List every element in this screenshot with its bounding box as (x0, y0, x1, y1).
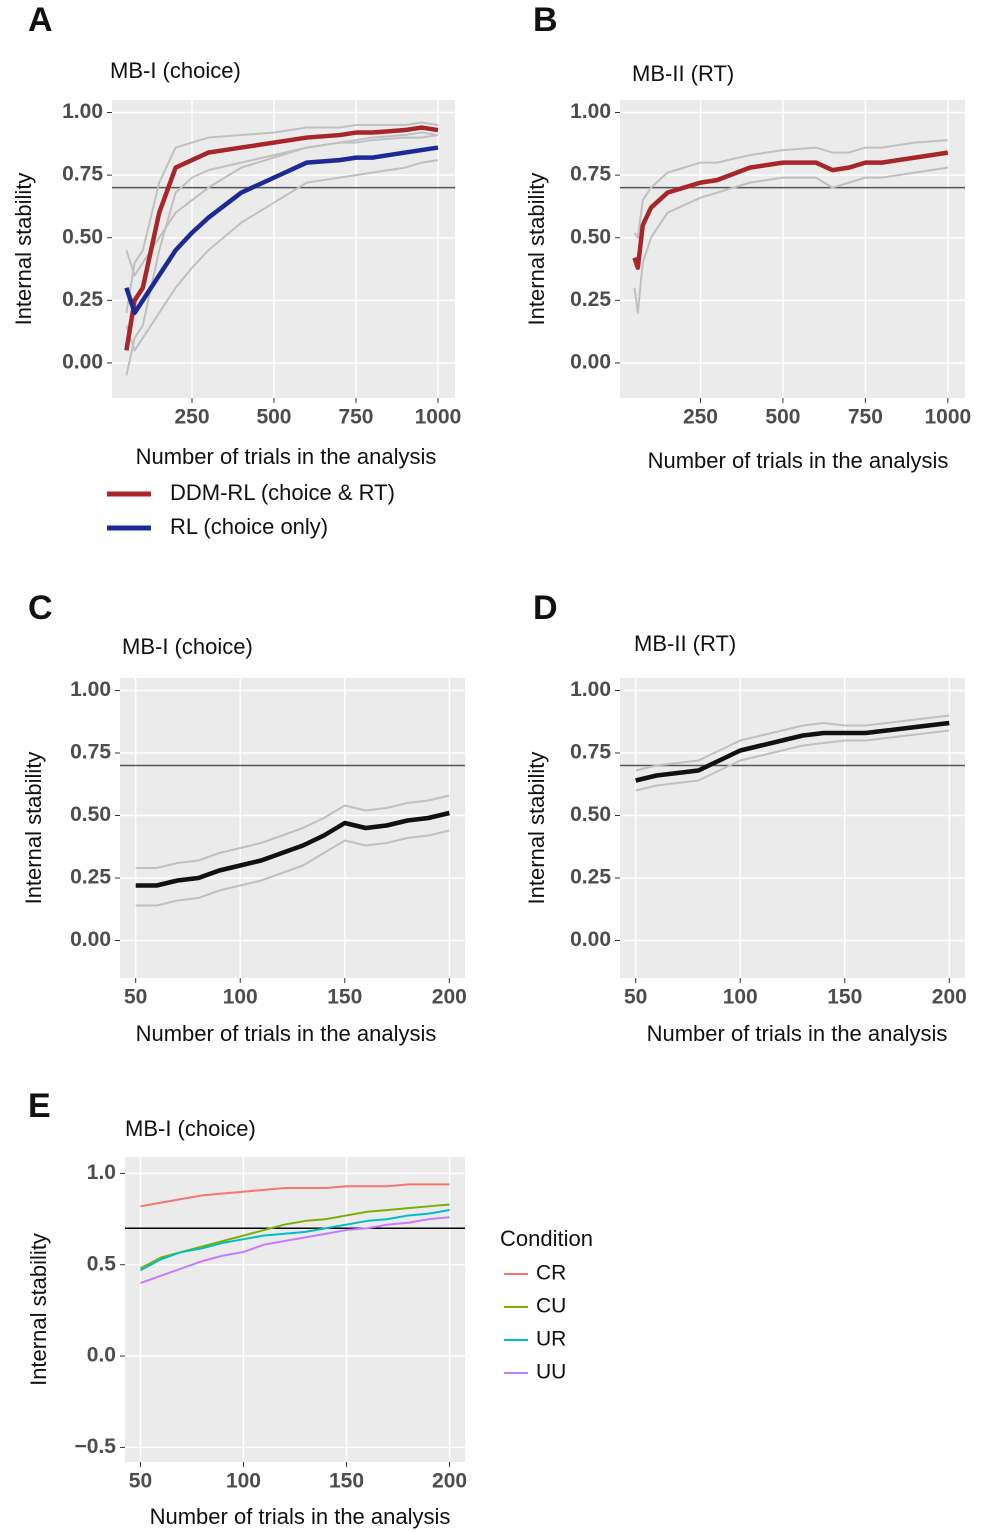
plot-background (620, 678, 965, 978)
y-tick-label: 1.0 (87, 1161, 116, 1184)
y-axis-label: Internal stability (21, 752, 46, 905)
y-axis-label: Internal stability (524, 173, 549, 326)
x-axis-label: Number of trials in the analysis (136, 444, 437, 469)
legend-label: CU (536, 1295, 566, 1318)
y-tick-label: 0.50 (570, 803, 611, 826)
series-line (140, 1183, 450, 1208)
panel-letter: E (28, 1087, 51, 1125)
x-tick-label: 200 (932, 986, 967, 1009)
panel-letter: A (28, 1, 53, 39)
legend-label: RL (choice only) (170, 514, 328, 539)
x-tick-label: 50 (129, 1470, 152, 1493)
y-tick-label: 1.00 (62, 100, 103, 123)
y-axis-label: Internal stability (524, 752, 549, 905)
x-tick-label: 150 (329, 1470, 364, 1493)
x-tick-label: 1000 (415, 406, 462, 429)
chart-title: MB-II (RT) (634, 631, 736, 656)
y-tick-label: 0.50 (70, 803, 111, 826)
band-upper (135, 794, 450, 869)
y-tick-label: 0.75 (70, 741, 111, 764)
band-lower (135, 829, 450, 907)
x-axis-label: Number of trials in the analysis (150, 1504, 451, 1529)
chart-title: MB-II (RT) (632, 61, 734, 86)
y-axis-label: Internal stability (11, 173, 36, 326)
x-tick-label: 200 (432, 1470, 467, 1493)
y-tick-label: 0.00 (570, 350, 611, 373)
x-axis-label: Number of trials in the analysis (648, 448, 949, 473)
y-tick-label: 0.00 (70, 928, 111, 951)
legend-label: UR (536, 1328, 566, 1351)
y-tick-label: 0.00 (62, 350, 103, 373)
x-tick-label: 250 (683, 406, 718, 429)
y-tick-label: 0.75 (570, 741, 611, 764)
y-axis-label: Internal stability (26, 1233, 51, 1386)
y-tick-label: 0.50 (62, 225, 103, 248)
y-tick-label: 0.75 (62, 163, 103, 186)
x-tick-label: 750 (848, 406, 883, 429)
y-tick-label: 0.5 (87, 1252, 117, 1275)
y-tick-label: 1.00 (570, 678, 611, 701)
x-tick-label: 200 (432, 986, 467, 1009)
plot-background (125, 1157, 465, 1462)
legend-title: Condition (500, 1226, 593, 1251)
legend-label: DDM-RL (choice & RT) (170, 480, 395, 505)
x-axis-label: Number of trials in the analysis (647, 1021, 948, 1046)
series-line (135, 810, 450, 888)
series-line (632, 150, 949, 271)
chart-title: MB-I (choice) (122, 634, 253, 659)
y-tick-label: 0.25 (70, 866, 111, 889)
series-line (124, 145, 439, 316)
x-tick-label: 100 (223, 986, 258, 1009)
band-lower (635, 729, 950, 792)
y-tick-label: 1.00 (570, 100, 611, 123)
panel-letter: C (28, 589, 53, 627)
plot-background (112, 100, 455, 398)
panel-letter: D (533, 589, 558, 627)
x-tick-label: 250 (174, 406, 209, 429)
plot-background (120, 678, 465, 978)
series-line (635, 720, 950, 783)
series-line (140, 1216, 450, 1284)
band-upper (125, 121, 439, 314)
y-tick-label: 1.00 (70, 678, 111, 701)
y-tick-label: 0.00 (570, 928, 611, 951)
legend-label: UU (536, 1361, 566, 1384)
y-tick-label: 0.75 (570, 163, 611, 186)
chart-title: MB-I (choice) (125, 1116, 256, 1141)
y-tick-label: 0.25 (62, 288, 103, 311)
panel-letter: B (533, 1, 558, 39)
series-line (124, 125, 439, 351)
chart-title: MB-I (choice) (110, 58, 241, 83)
band-upper (633, 139, 948, 239)
series-line (139, 1208, 450, 1272)
x-tick-label: 150 (827, 986, 862, 1009)
y-tick-label: 0.50 (570, 225, 611, 248)
plot-background (620, 100, 965, 398)
y-tick-label: 0.25 (570, 288, 611, 311)
x-tick-label: 1000 (924, 406, 971, 429)
x-tick-label: 150 (327, 986, 362, 1009)
x-tick-label: 500 (765, 406, 800, 429)
band-lower (633, 166, 948, 314)
x-tick-label: 500 (256, 406, 291, 429)
x-axis-label: Number of trials in the analysis (136, 1021, 437, 1046)
x-tick-label: 100 (226, 1470, 261, 1493)
y-tick-label: 0.25 (570, 866, 611, 889)
x-tick-label: 50 (624, 986, 647, 1009)
x-tick-label: 50 (124, 986, 147, 1009)
legend-label: CR (536, 1262, 566, 1285)
x-tick-label: 100 (723, 986, 758, 1009)
y-tick-label: 0.0 (87, 1344, 116, 1367)
band-lower (125, 159, 439, 352)
x-tick-label: 750 (338, 406, 373, 429)
band-upper (635, 714, 950, 772)
y-tick-label: −0.5 (75, 1435, 117, 1458)
